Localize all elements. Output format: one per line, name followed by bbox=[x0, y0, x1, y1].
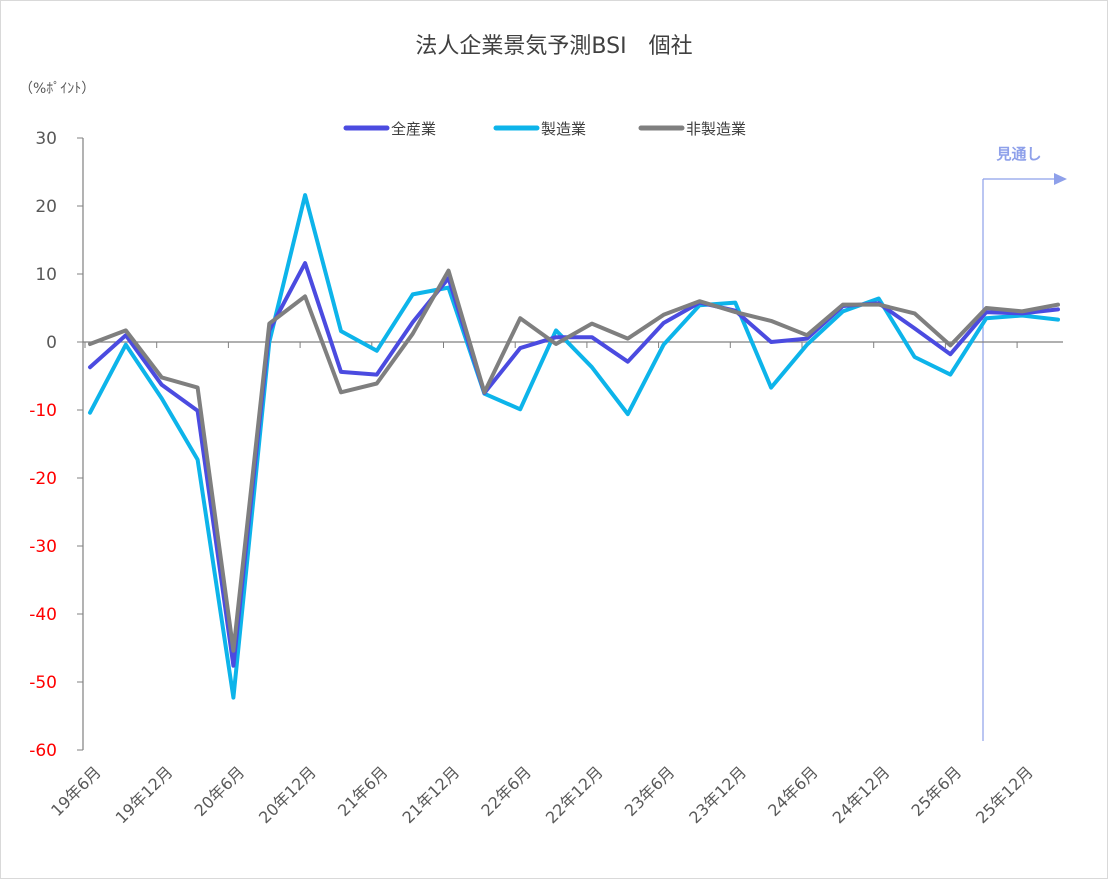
series-lines bbox=[88, 193, 1060, 700]
y-tick-label: -20 bbox=[29, 469, 57, 489]
forecast-marker: 見通し bbox=[982, 145, 1067, 741]
y-tick-label: 30 bbox=[35, 129, 57, 149]
legend-label-manufacturing: 製造業 bbox=[541, 120, 586, 138]
legend-item-non-manufacturing: 非製造業 bbox=[638, 120, 746, 138]
x-tick-label: 24年6月 bbox=[764, 762, 822, 820]
x-tick-label: 21年12月 bbox=[398, 762, 463, 827]
legend-item-manufacturing: 製造業 bbox=[493, 120, 586, 138]
x-tick-label: 24年12月 bbox=[829, 762, 894, 827]
x-tick-label: 23年12月 bbox=[685, 762, 750, 827]
y-tick-label: 0 bbox=[46, 333, 57, 353]
series-line-non-manufacturing bbox=[88, 268, 1060, 653]
x-tick-label: 20年12月 bbox=[255, 762, 320, 827]
forecast-arrow-head-icon bbox=[1054, 173, 1067, 185]
legend-label-non-manufacturing: 非製造業 bbox=[686, 120, 746, 138]
x-tick-label: 20年6月 bbox=[191, 762, 249, 820]
y-axis-unit-label: （%ﾎﾟｲﾝﾄ） bbox=[19, 81, 95, 97]
x-tick-label: 19年12月 bbox=[112, 762, 177, 827]
y-tick-label: 20 bbox=[35, 197, 57, 217]
x-tick-label: 25年6月 bbox=[908, 762, 966, 820]
y-tick-label: -40 bbox=[29, 605, 57, 625]
x-tick-label: 23年6月 bbox=[621, 762, 679, 820]
legend: 全産業 製造業 非製造業 bbox=[343, 120, 746, 138]
y-tick-label: -10 bbox=[29, 401, 57, 421]
chart-title: 法人企業景気予測BSI 個社 bbox=[415, 34, 692, 59]
x-tick-label: 19年6月 bbox=[47, 762, 105, 820]
legend-item-all-industries: 全産業 bbox=[343, 120, 436, 138]
x-tick-label: 22年12月 bbox=[542, 762, 607, 827]
forecast-label: 見通し bbox=[995, 145, 1041, 163]
x-tick-label: 22年6月 bbox=[477, 762, 535, 820]
x-tick-label: 25年12月 bbox=[972, 762, 1037, 827]
series-line-all-industries bbox=[88, 261, 1060, 668]
y-axis: 30 20 10 0 -10 -20 -30 -40 -50 -60 bbox=[29, 129, 84, 761]
y-tick-label: -60 bbox=[29, 741, 57, 761]
y-tick-label: 10 bbox=[35, 265, 57, 285]
y-tick-label: -50 bbox=[29, 673, 57, 693]
x-tick-label: 21年6月 bbox=[334, 762, 392, 820]
legend-label-all-industries: 全産業 bbox=[391, 120, 436, 138]
y-tick-label: -30 bbox=[29, 537, 57, 557]
series-line-manufacturing bbox=[88, 193, 1060, 700]
